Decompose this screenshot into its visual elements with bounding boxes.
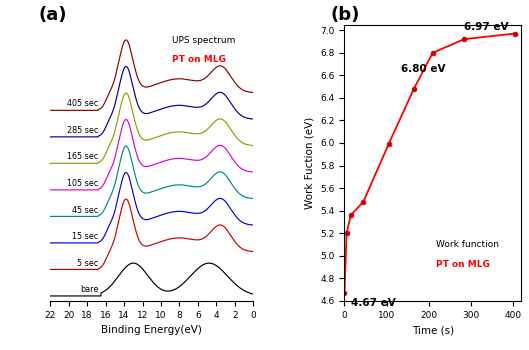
Text: 405 sec: 405 sec — [67, 99, 98, 108]
Text: 45 sec: 45 sec — [72, 205, 98, 215]
Text: 4.67 eV: 4.67 eV — [351, 298, 396, 308]
Text: 15 sec: 15 sec — [72, 232, 98, 241]
Y-axis label: Work Fuction (eV): Work Fuction (eV) — [305, 117, 315, 209]
Text: PT on MLG: PT on MLG — [436, 260, 490, 268]
Text: 165 sec: 165 sec — [67, 153, 98, 161]
Text: 5 sec: 5 sec — [77, 259, 98, 267]
Text: 105 sec: 105 sec — [67, 179, 98, 188]
Text: (a): (a) — [38, 6, 67, 25]
Text: 285 sec: 285 sec — [67, 126, 98, 135]
Text: PT on MLG: PT on MLG — [172, 55, 226, 64]
Text: bare: bare — [80, 285, 98, 294]
Text: Work function: Work function — [436, 240, 499, 249]
Text: 6.97 eV: 6.97 eV — [464, 22, 509, 33]
X-axis label: Time (s): Time (s) — [412, 325, 454, 335]
Text: UPS spectrum: UPS spectrum — [172, 36, 235, 44]
X-axis label: Binding Energy(eV): Binding Energy(eV) — [102, 325, 202, 335]
Text: (b): (b) — [330, 6, 360, 25]
Text: 6.80 eV: 6.80 eV — [401, 64, 446, 74]
